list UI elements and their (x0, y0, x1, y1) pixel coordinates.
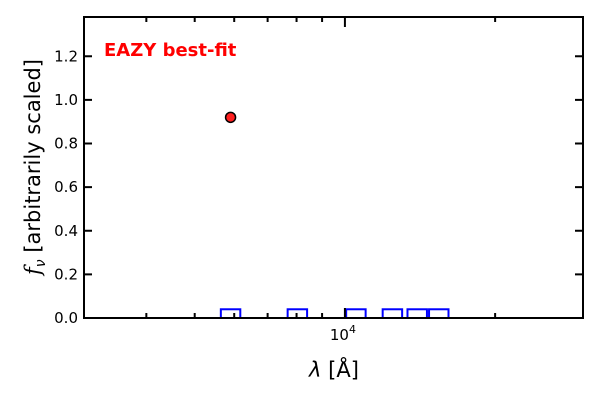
y-tick-label: 0.2 (54, 265, 78, 283)
data-point (224, 111, 237, 124)
x-tick-label: 104 (330, 323, 356, 344)
y-tick-label: 0.4 (54, 222, 78, 240)
y-tick-label: 1.2 (54, 47, 78, 65)
filter-box (428, 308, 450, 319)
x-axis-label: λ [Å] (308, 356, 359, 382)
data-points (224, 111, 237, 124)
y-tick-label: 1.0 (54, 91, 78, 109)
filter-boxes (219, 308, 450, 319)
x-tick-labels: 104 (330, 323, 356, 344)
filter-box (406, 308, 428, 319)
y-tick-label: 0.0 (54, 309, 78, 327)
y-tick-label: 0.6 (54, 178, 78, 196)
y-tick-label: 0.8 (54, 135, 78, 153)
y-axis-label: fν [arbitrarily scaled] (21, 59, 49, 277)
axis-ticks (84, 17, 583, 319)
y-tick-labels: 0.0 0.2 0.4 0.6 0.8 1.0 1.2 (54, 47, 78, 327)
filter-box (381, 308, 404, 319)
annotation-eazy: EAZY best-fit (104, 40, 237, 61)
filter-box (219, 308, 242, 319)
plot-frame (83, 16, 584, 319)
filter-box (345, 308, 367, 319)
